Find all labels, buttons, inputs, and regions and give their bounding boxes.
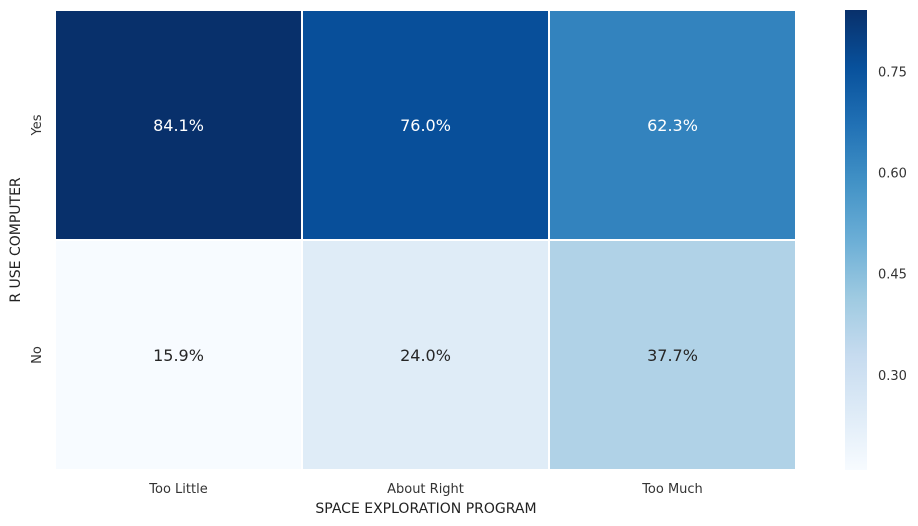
cell-value-label: 62.3% [647, 116, 698, 135]
cell-value-label: 24.0% [400, 346, 451, 365]
y-tick-labels: Yes No [30, 114, 45, 364]
colorbar-tick-label: 0.30 [878, 369, 907, 384]
colorbar-tick-label: 0.45 [878, 268, 907, 283]
colorbar [845, 10, 867, 470]
y-tick-label: Yes [30, 114, 45, 136]
colorbar-tick-label: 0.75 [878, 65, 907, 80]
x-axis-label: SPACE EXPLORATION PROGRAM [315, 501, 536, 517]
cell-value-label: 84.1% [153, 116, 204, 135]
heatmap-cell [301, 9, 550, 241]
cell-value-label: 76.0% [400, 116, 451, 135]
x-tick-label: Too Little [148, 482, 207, 497]
heatmap-cell [54, 239, 303, 471]
y-tick-label: No [30, 346, 45, 364]
x-tick-label: Too Much [641, 482, 703, 497]
heatmap-cells: 84.1% 76.0% 62.3% 15.9% 24.0% 37.7% [54, 9, 797, 471]
heatmap-cell [548, 239, 797, 471]
x-tick-labels: Too Little About Right Too Much [148, 482, 703, 497]
colorbar-ticks: 0.30 0.45 0.60 0.75 [878, 65, 907, 384]
cell-value-label: 15.9% [153, 346, 204, 365]
heatmap-cell [548, 9, 797, 241]
heatmap-cell [301, 239, 550, 471]
y-axis-label: R USE COMPUTER [8, 177, 24, 303]
colorbar-tick-label: 0.60 [878, 167, 907, 182]
x-tick-label: About Right [387, 482, 464, 497]
cell-value-label: 37.7% [647, 346, 698, 365]
heatmap-cell [54, 9, 303, 241]
